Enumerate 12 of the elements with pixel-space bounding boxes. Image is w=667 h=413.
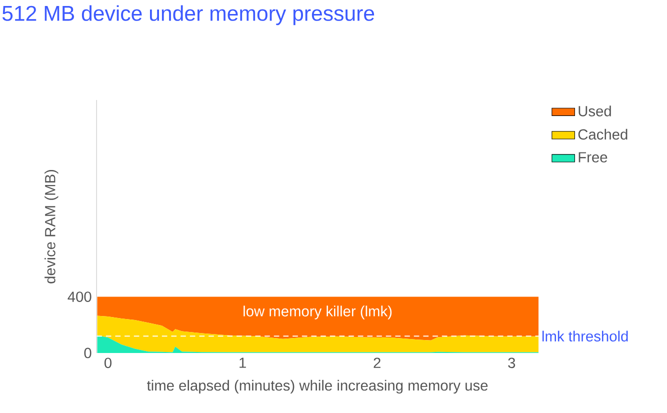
legend-label: Cached	[578, 128, 628, 140]
ref-line-label: lmk threshold	[542, 330, 628, 342]
x-tick-label: 0	[104, 358, 112, 368]
legend-label: Free	[578, 152, 608, 162]
chart-title: 512 MB device under memory pressure	[2, 5, 374, 26]
y-tick-label: 400	[68, 292, 92, 302]
legend-label: Used	[578, 106, 611, 116]
x-axis-title: time elapsed (minutes) while increasing memory use	[147, 380, 488, 394]
x-tick-label: 2	[374, 358, 380, 368]
x-tick-label: 3	[508, 358, 516, 368]
y-axis-title: device RAM (MB)	[44, 170, 58, 284]
x-tick-label: 1	[240, 358, 246, 368]
